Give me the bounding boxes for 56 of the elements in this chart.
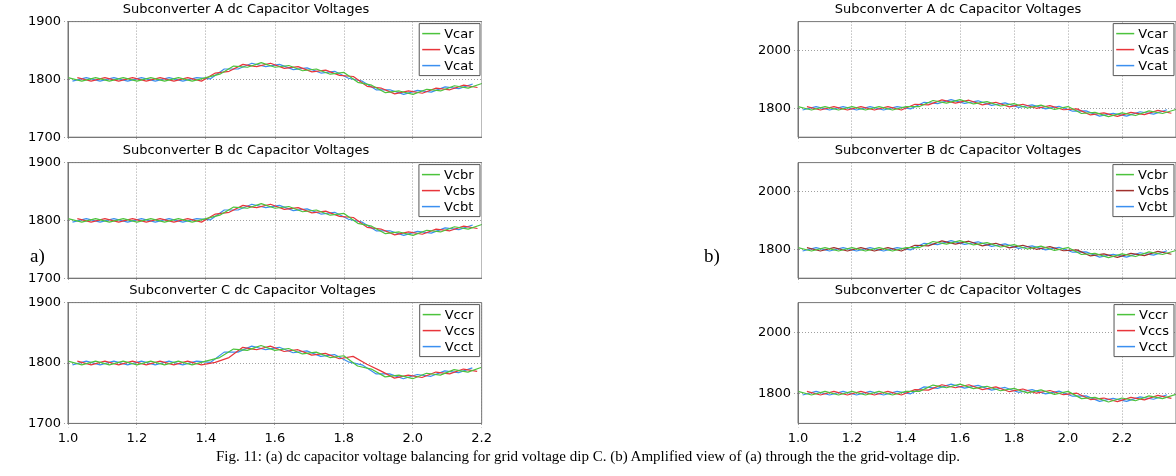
chart-title: Subconverter A dc Capacitor Voltages <box>122 1 370 17</box>
x-tick-label: 1.6 <box>949 429 971 445</box>
legend-label: Vcas <box>1138 41 1170 57</box>
x-tick-label: 1.4 <box>195 429 217 445</box>
legend-label: Vcat <box>1138 57 1168 73</box>
y-tick-label: 1800 <box>757 99 791 115</box>
legend-label: Vcbr <box>1137 166 1169 182</box>
legend-label: Vccr <box>1139 306 1169 322</box>
x-tick-label: 1.0 <box>787 429 809 445</box>
legend-label: Vcbs <box>443 182 476 198</box>
x-tick-label: 1.6 <box>264 429 286 445</box>
x-tick-label: 2.0 <box>1057 429 1079 445</box>
y-tick-label: 1800 <box>757 384 791 400</box>
y-tick-label: 1700 <box>27 269 61 285</box>
legend-label: Vcbs <box>1137 182 1170 198</box>
y-tick-label: 2000 <box>757 41 791 57</box>
legend-label: Vcct <box>444 338 473 354</box>
y-tick-label: 1800 <box>27 211 61 227</box>
y-tick-label: 1700 <box>27 128 61 144</box>
legend-label: Vcbt <box>443 198 474 214</box>
legend-label: Vcbr <box>443 166 475 182</box>
y-tick-label: 1800 <box>757 240 791 256</box>
chart-title: Subconverter A dc Capacitor Voltages <box>834 1 1082 17</box>
x-tick-label: 1.8 <box>1003 429 1025 445</box>
y-tick-label: 1800 <box>27 70 61 86</box>
legend-label: Vcas <box>444 41 476 57</box>
legend-label: Vcar <box>1138 25 1169 41</box>
x-tick-label: 1.4 <box>895 429 917 445</box>
legend-label: Vcat <box>444 57 474 73</box>
chart-title: Subconverter C dc Capacitor Voltages <box>834 282 1082 298</box>
x-tick-label: 1.0 <box>57 429 79 445</box>
y-tick-label: 1800 <box>27 354 61 370</box>
legend-label: Vcar <box>444 25 475 41</box>
legend-label: Vcct <box>1139 338 1168 354</box>
legend-label: Vccs <box>444 322 475 338</box>
legend-label: Vcbt <box>1137 198 1168 214</box>
y-tick-label: 2000 <box>757 182 791 198</box>
x-tick-label: 2.2 <box>471 429 493 445</box>
y-tick-label: 2000 <box>757 324 791 340</box>
legend-label: Vccr <box>444 306 474 322</box>
chart-title: Subconverter C dc Capacitor Voltages <box>129 282 376 298</box>
x-tick-label: 1.2 <box>126 429 148 445</box>
text: a) <box>30 245 45 267</box>
x-tick-label: 1.2 <box>841 429 863 445</box>
text: b) <box>704 245 720 267</box>
legend-label: Vccs <box>1139 322 1170 338</box>
chart-title: Subconverter B dc Capacitor Voltages <box>122 142 370 158</box>
x-tick-label: 2.2 <box>1111 429 1133 445</box>
chart-title: Subconverter B dc Capacitor Voltages <box>834 142 1082 158</box>
x-tick-label: 1.8 <box>333 429 355 445</box>
y-tick-label: 1700 <box>27 414 61 430</box>
y-tick-label: 1900 <box>27 293 61 309</box>
y-tick-label: 1900 <box>27 12 61 28</box>
x-tick-label: 2.0 <box>402 429 424 445</box>
y-tick-label: 1900 <box>27 153 61 169</box>
caption: Fig. 11: (a) dc capacitor voltage balancing for grid voltage dip C. (b) Amplified view of (a) through the the grid-voltage dip. <box>214 448 962 465</box>
